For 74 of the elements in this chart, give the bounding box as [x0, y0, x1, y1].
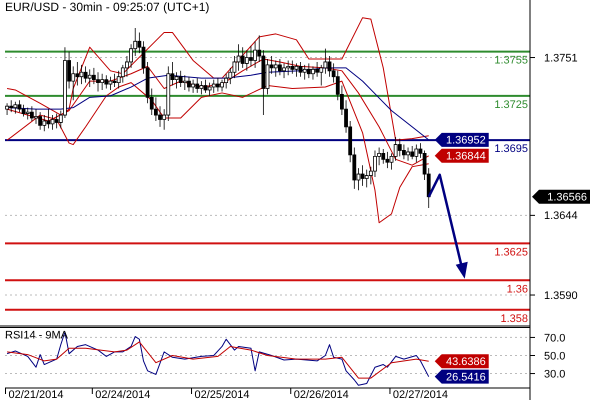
- candlestick: [112, 73, 116, 88]
- candlestick: [5, 102, 9, 116]
- x-tick-label: 02/21/2014: [8, 389, 64, 400]
- candlestick: [96, 72, 100, 92]
- x-tick-label: 02/27/2014: [392, 389, 448, 400]
- chart-title: EUR/USD - 30min - 09:25:07 (UTC+1): [5, 0, 210, 14]
- ref-line-label: 1.3725: [494, 98, 528, 111]
- candlestick: [311, 66, 315, 80]
- line-series: [6, 332, 430, 386]
- data-label: 43.6386: [446, 356, 486, 368]
- candlestick: [108, 76, 112, 90]
- candlestick: [212, 79, 216, 94]
- ref-line-label: 1.358: [500, 312, 528, 325]
- candlestick: [13, 101, 18, 114]
- candlestick: [240, 46, 245, 68]
- candlestick: [195, 78, 200, 94]
- candlestick: [88, 68, 92, 88]
- y-tick-label: 1.3751: [544, 52, 578, 64]
- candlestick: [80, 64, 84, 84]
- candlestick: [26, 107, 30, 120]
- candlestick: [398, 138, 402, 157]
- candlestick: [54, 113, 59, 129]
- text: 1.36566: [547, 192, 587, 204]
- candlestick: [249, 45, 253, 67]
- candlestick: [406, 147, 410, 162]
- candlestick: [282, 63, 286, 79]
- candlestick: [244, 50, 249, 72]
- candlestick: [278, 58, 282, 76]
- data-label: 1.36844: [446, 150, 486, 163]
- x-tick-label: 02/24/2014: [95, 389, 150, 400]
- x-tick-label: 02/25/2014: [194, 389, 250, 400]
- y-tick-label: 1.3644: [544, 210, 578, 222]
- ref-line-label: 1.3695: [494, 143, 528, 156]
- candlestick: [104, 74, 108, 89]
- candlestick: [38, 112, 42, 130]
- candlestick: [204, 79, 208, 94]
- candlestick: [191, 79, 195, 94]
- candlestick: [187, 76, 191, 92]
- candlestick: [9, 100, 14, 113]
- ref-line-label: 1.3755: [494, 54, 528, 67]
- candlestick: [18, 100, 22, 113]
- candlestick: [360, 164, 364, 186]
- candlestick: [381, 148, 386, 164]
- candlestick: [216, 78, 220, 92]
- candlestick: [46, 108, 50, 129]
- candlestick: [22, 104, 26, 117]
- candlestick: [306, 63, 311, 79]
- candlestick: [274, 60, 278, 78]
- candlestick: [100, 73, 104, 90]
- candlestick: [294, 63, 298, 78]
- candlestick: [178, 70, 183, 88]
- candlestick: [414, 144, 418, 163]
- y-tick-label: 1.3590: [544, 290, 578, 302]
- candlestick: [208, 82, 212, 96]
- y-tick-label: 70.0: [544, 332, 566, 344]
- line-series: [6, 341, 430, 379]
- ref-line-label: 1.36: [506, 283, 528, 296]
- candlestick: [182, 74, 187, 90]
- candlestick: [364, 169, 369, 188]
- candlestick: [30, 106, 34, 122]
- candlestick: [199, 80, 204, 95]
- data-label: 1.36952: [446, 134, 486, 147]
- candlestick: [302, 64, 307, 80]
- candlestick: [84, 66, 88, 84]
- ref-line-label: 1.3625: [494, 246, 528, 258]
- candlestick: [298, 62, 302, 78]
- data-label: 26.5416: [446, 372, 486, 384]
- candlestick: [410, 146, 414, 160]
- candlestick: [286, 60, 290, 76]
- candlestick: [385, 152, 390, 169]
- y-tick-label: 30.0: [544, 368, 566, 380]
- candlestick: [290, 60, 294, 74]
- x-tick-label: 02/26/2014: [294, 389, 349, 400]
- y-tick-label: 50.0: [544, 350, 566, 362]
